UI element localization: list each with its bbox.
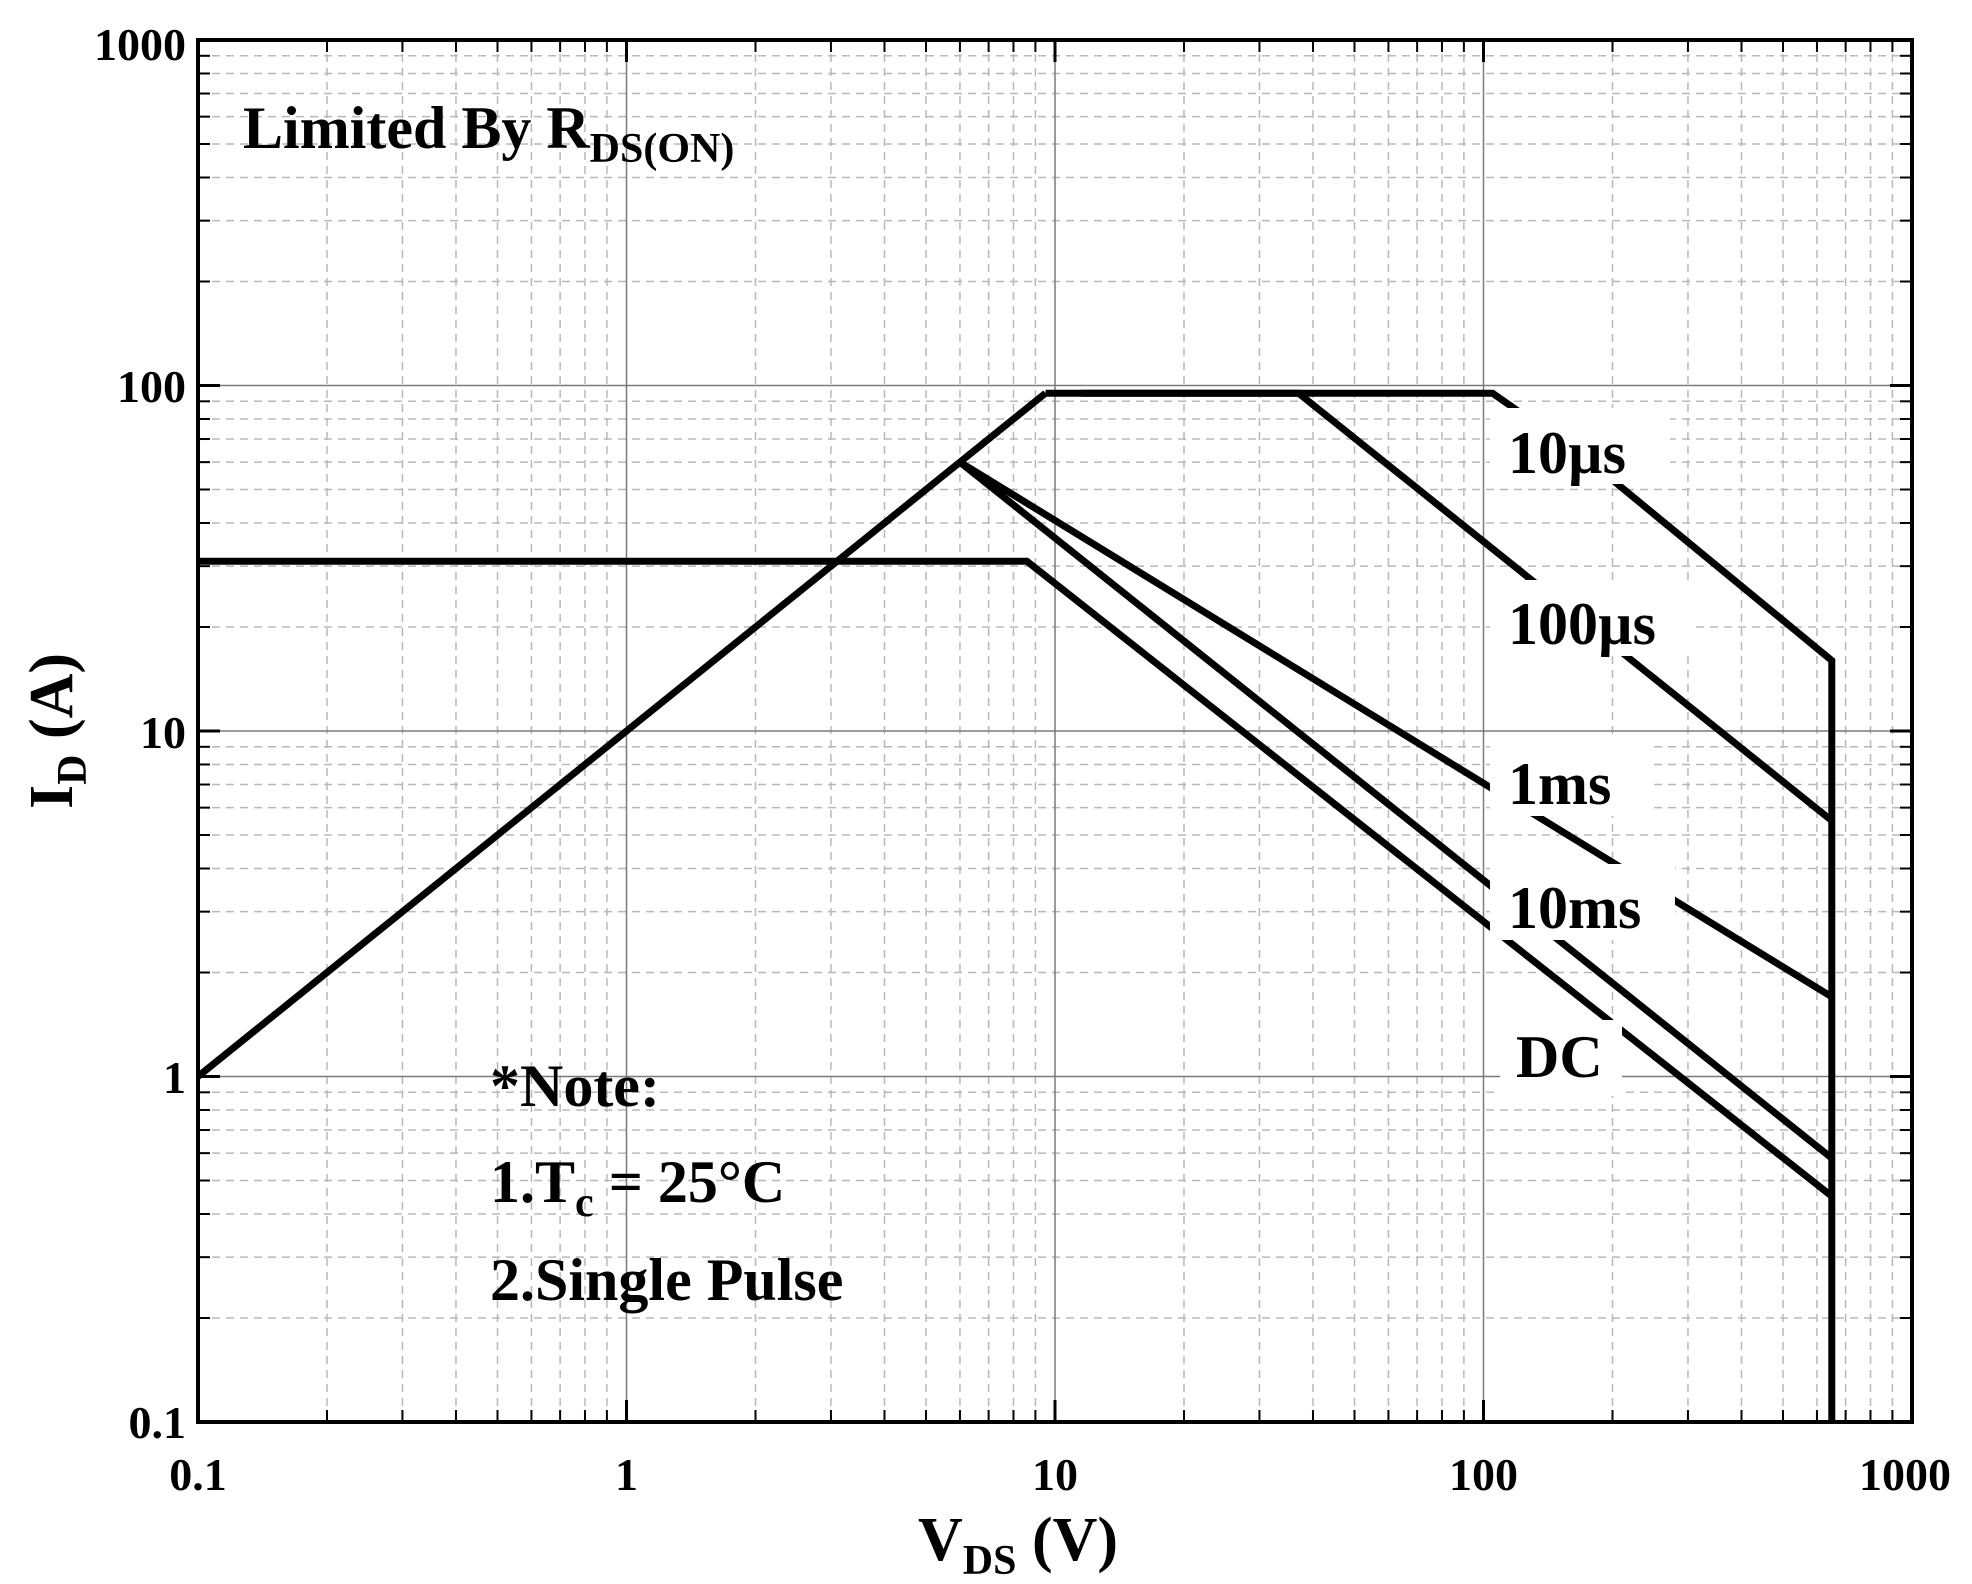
- tick-marks: [196, 38, 1914, 1424]
- limit-annotation-sub: DS(ON): [590, 126, 735, 172]
- y-axis-label-unit: (A): [18, 653, 86, 739]
- label-bg-dc: [1500, 1020, 1622, 1096]
- label-bg-100us: [1490, 580, 1690, 656]
- label-10us: 10µs: [1508, 420, 1626, 486]
- y-axis-label-main: I: [18, 785, 86, 809]
- x-tick-label-10: 10: [1032, 1449, 1078, 1500]
- y-axis-label: ID (A): [18, 653, 96, 809]
- note-1-sub: c: [575, 1180, 594, 1226]
- curve-limited-by-rds-on: [195, 390, 1048, 1080]
- y-tick-label-1000: 1000: [94, 19, 186, 70]
- x-axis-label-unit-space: [1016, 1506, 1032, 1574]
- y-tick-label-10: 10: [140, 707, 186, 758]
- y-tick-label-1: 1: [163, 1052, 186, 1103]
- label-bg-1ms: [1490, 740, 1650, 816]
- note-1-rest: = 25°C: [594, 1149, 786, 1215]
- x-axis-label-main: V: [918, 1506, 963, 1574]
- limit-annotation-text: Limited By R: [243, 95, 590, 161]
- note-2: 2.Single Pulse: [490, 1247, 843, 1313]
- x-axis-label-unit: (V): [1032, 1506, 1118, 1574]
- label-bg-10us: [1490, 408, 1670, 484]
- curve-100-s: [1081, 389, 1834, 824]
- curve-10ms: [957, 459, 1834, 1161]
- curve-dc: [198, 557, 1834, 1200]
- x-tick-label-0.1: 0.1: [169, 1449, 227, 1500]
- x-tick-label-100: 100: [1449, 1449, 1518, 1500]
- x-tick-label-1000: 1000: [1859, 1449, 1951, 1500]
- y-axis-label-sub: D: [50, 755, 96, 785]
- curve-1ms: [958, 459, 1834, 1000]
- limit-annotation: Limited By RDS(ON): [243, 95, 734, 172]
- label-100us: 100µs: [1508, 591, 1656, 657]
- label-dc: DC: [1516, 1024, 1603, 1090]
- label-10ms: 10ms: [1508, 875, 1641, 941]
- x-tick-label-1: 1: [615, 1449, 638, 1500]
- x-axis-label: VDS (V): [918, 1506, 1118, 1584]
- soa-curves: [195, 389, 1836, 1422]
- y-tick-label-0.1: 0.1: [129, 1397, 187, 1448]
- y-tick-label-100: 100: [117, 361, 186, 412]
- x-axis-label-sub: DS: [963, 1538, 1017, 1584]
- note-title: *Note:: [490, 1053, 660, 1119]
- label-bg-10ms: [1490, 864, 1675, 940]
- curve-labels: 10µs 100µs 1ms 10ms DC: [1490, 408, 1690, 1096]
- note-1: 1.Tc = 25°C: [490, 1149, 785, 1226]
- y-axis-label-unit-space: [18, 739, 86, 755]
- note-1-text: 1.T: [490, 1149, 575, 1215]
- label-1ms: 1ms: [1508, 751, 1611, 817]
